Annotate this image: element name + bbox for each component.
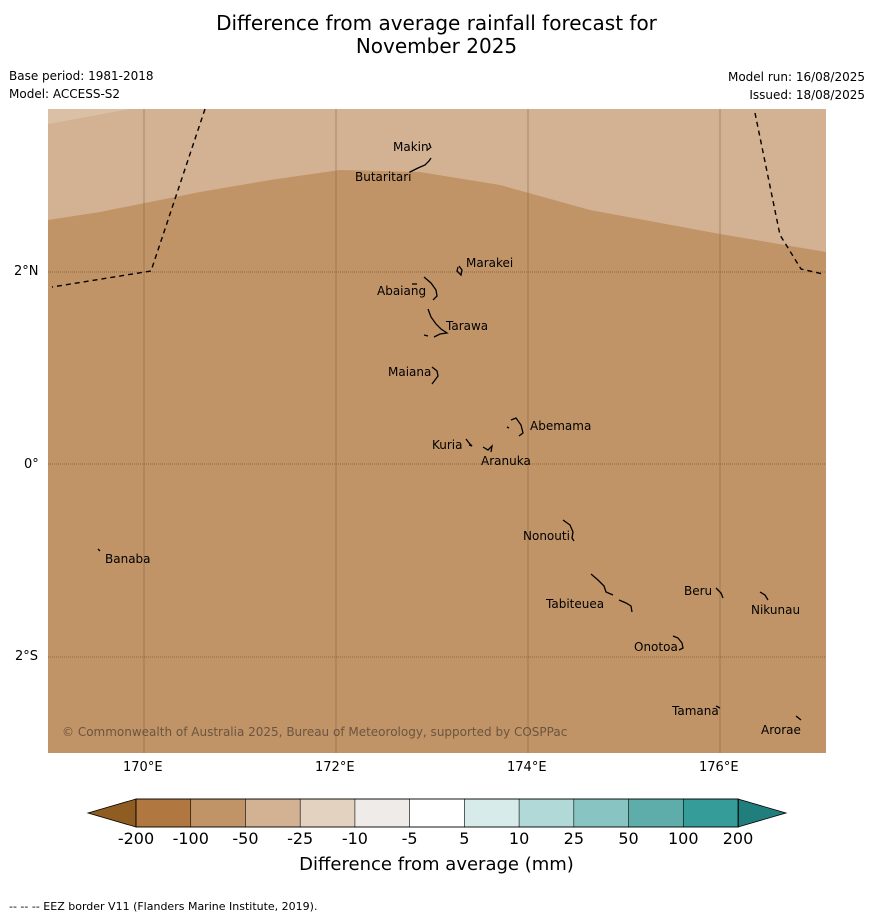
island-tamana-shape (715, 705, 721, 709)
island-tarawa-west (423, 334, 429, 337)
label-makin: Makin (393, 140, 429, 154)
lon-label-172: 172°E (315, 760, 355, 775)
colorbar-segment (682, 798, 739, 828)
latitude-lines (48, 271, 826, 658)
lat-label-2n: 2°N (14, 264, 39, 279)
island-makin-shape (426, 142, 432, 151)
label-beru: Beru (684, 584, 712, 598)
colorbar-segment (573, 798, 630, 828)
eez-border (51, 108, 824, 288)
island-maiana-shape (431, 366, 439, 385)
label-arorae: Arorae (761, 723, 801, 737)
island-onotoa-shape (672, 635, 684, 651)
island-abemama-dot (506, 426, 510, 429)
label-banaba: Banaba (105, 552, 151, 566)
colorbar-tick-label: -200 (117, 829, 155, 848)
colorbar-tick-label: -50 (232, 829, 259, 848)
lat-label-2s: 2°S (15, 649, 39, 664)
label-kuria: Kuria (432, 438, 463, 452)
lon-label-174: 174°E (507, 760, 547, 775)
label-abaiang: Abaiang (377, 284, 426, 298)
colorbar-tick-label: 50 (618, 829, 639, 848)
island-outlines (97, 142, 802, 721)
island-tabiteuea-south (618, 599, 633, 613)
colorbar-tick-label: 25 (563, 829, 584, 848)
island-abaiang-shape (423, 276, 438, 301)
label-nikunau: Nikunau (751, 603, 800, 617)
colorbar-title: Difference from average (mm) (299, 854, 574, 875)
colorbar-tick-label: 200 (722, 829, 754, 848)
island-kuria-shape (465, 438, 473, 447)
label-maiana: Maiana (388, 365, 431, 379)
colorbar-tick-label: -25 (287, 829, 314, 848)
colorbar-extend-low (86, 798, 137, 828)
island-butaritari-shape (409, 157, 432, 173)
eez-border-east (754, 112, 824, 275)
island-aranuka-shape (482, 444, 493, 453)
label-tamana: Tamana (671, 704, 719, 718)
model-name: Model: ACCESS-S2 (9, 87, 121, 101)
label-tabiteuea: Tabiteuea (545, 597, 604, 611)
model-run: Model run: 16/08/2025 (727, 70, 865, 84)
island-marakei-shape (456, 265, 463, 277)
map-title: Difference from average rainfall forecas… (0, 12, 873, 58)
island-tabiteuea-north (590, 573, 614, 596)
graticule (143, 109, 721, 753)
island-beru-shape (715, 587, 724, 599)
colorbar-segment (245, 798, 301, 828)
label-aranuka: Aranuka (481, 454, 531, 468)
island-nonouti-shape (562, 519, 575, 542)
map-top-left-wedge (48, 109, 130, 124)
colorbar-segment (464, 798, 520, 828)
label-abemama: Abemama (530, 419, 591, 433)
title-line-2: November 2025 (355, 34, 518, 58)
label-onotoa: Onotoa (634, 640, 678, 654)
label-nonouti: Nonouti (523, 529, 570, 543)
colorbar-segment (135, 798, 192, 828)
colorbar-segment (518, 798, 575, 828)
issued-date: Issued: 18/08/2025 (749, 88, 865, 102)
colorbar-tick-label: -100 (172, 829, 209, 848)
island-tarawa-shape (427, 308, 449, 338)
map-light-region (48, 109, 826, 252)
island-arorae-shape (795, 715, 802, 721)
eez-border-west (51, 108, 206, 288)
eez-footnote: -- -- -- EEZ border V11 (Flanders Marine… (9, 900, 318, 913)
colorbar-extend-high (737, 798, 788, 828)
metadata-left: Base period: 1981-2018 Model: ACCESS-S2 (9, 67, 154, 103)
lon-label-170: 170°E (123, 760, 163, 775)
colorbar-segment (354, 798, 411, 828)
title-line-1: Difference from average rainfall forecas… (216, 11, 657, 35)
colorbar-tick-label: 100 (667, 829, 699, 848)
colorbar-tick-label: 10 (508, 829, 530, 848)
label-tarawa: Tarawa (445, 319, 488, 333)
base-period: Base period: 1981-2018 (9, 69, 154, 83)
lon-label-176: 176°E (699, 760, 739, 775)
colorbar-segment (409, 798, 466, 828)
metadata-right: Model run: 16/08/2025 Issued: 18/08/2025 (728, 68, 865, 104)
colorbar-tick-label: 5 (459, 829, 470, 848)
island-nikunau-shape (759, 591, 769, 601)
colorbar-segment (190, 798, 247, 828)
colorbar-tick-label: -10 (341, 829, 368, 848)
colorbar-outline (135, 798, 739, 828)
label-marakei: Marakei (466, 256, 513, 270)
lat-label-0: 0° (24, 457, 39, 472)
colorbar-segment (628, 798, 685, 828)
island-banaba-shape (97, 548, 101, 552)
label-butaritari: Butaritari (355, 170, 412, 184)
colorbar-tick-label: -5 (401, 829, 418, 848)
colorbar-segments (135, 798, 739, 828)
island-labels: Makin Butaritari Marakei Abaiang Tarawa … (105, 140, 801, 737)
copyright-text: © Commonwealth of Australia 2025, Bureau… (62, 725, 567, 739)
colorbar-segment (299, 798, 356, 828)
island-abemama-shape (510, 417, 524, 437)
